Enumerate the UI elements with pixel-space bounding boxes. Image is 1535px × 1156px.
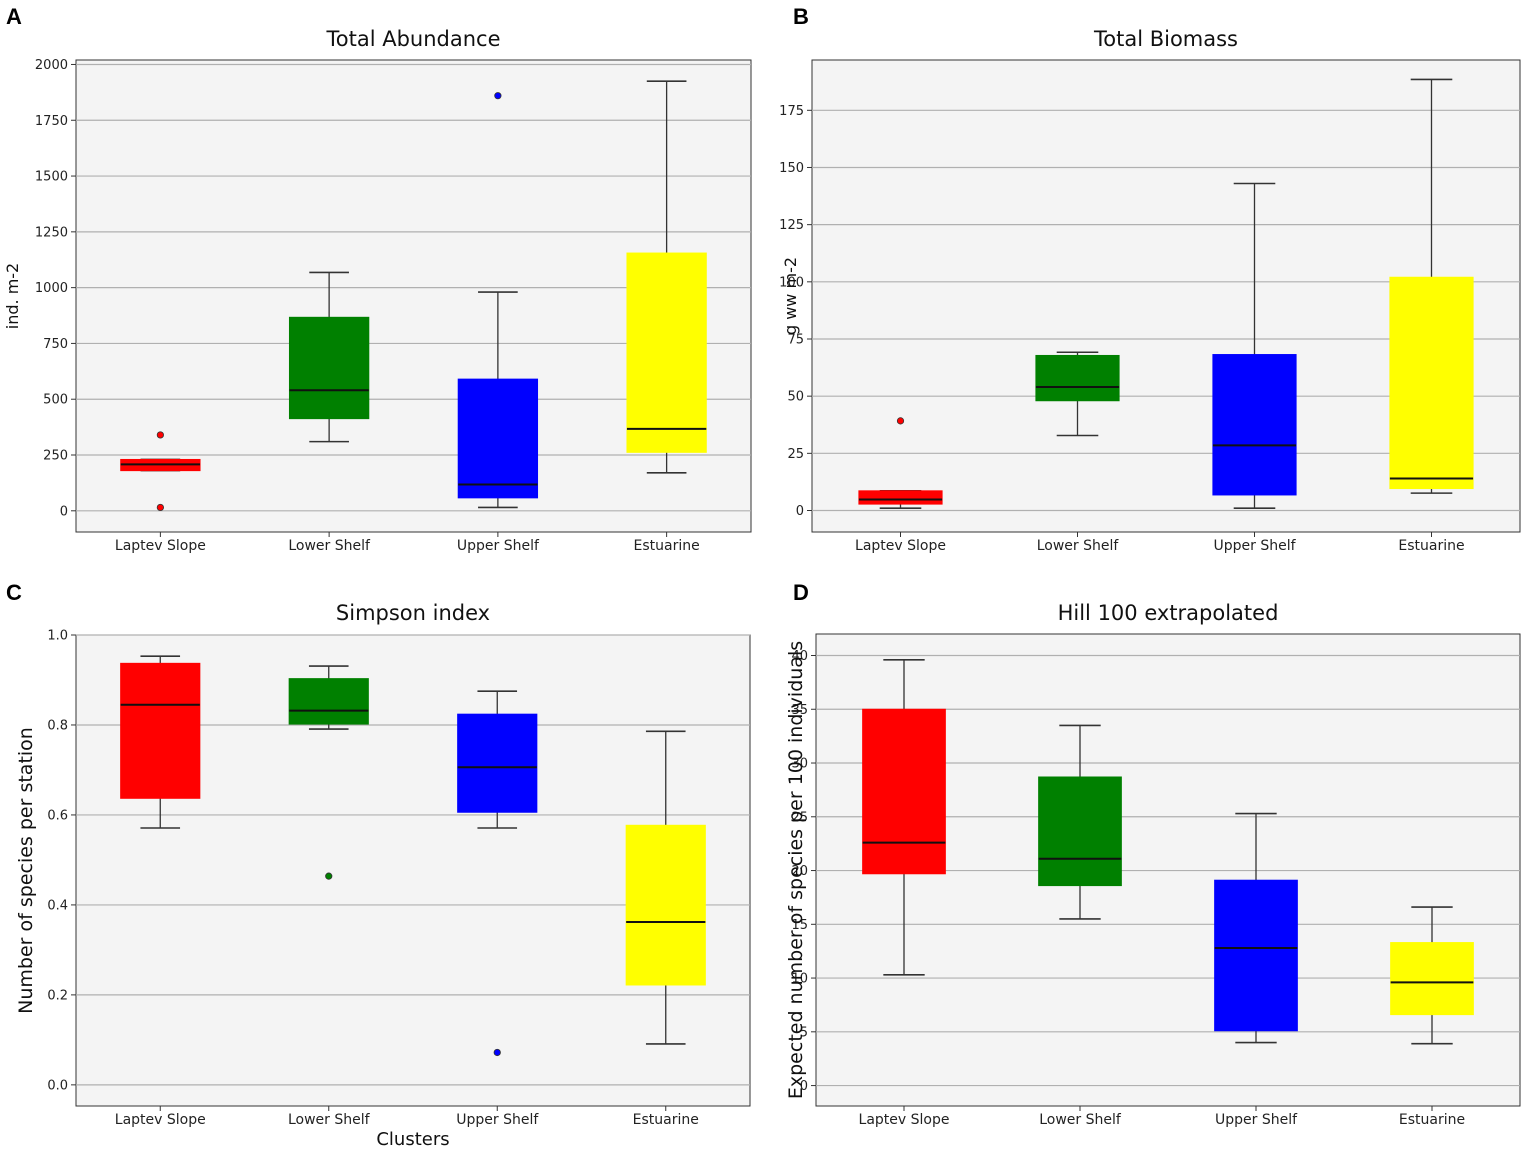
panel-letter-a: A: [6, 4, 22, 29]
x-tick-label: Laptev Slope: [859, 1112, 950, 1128]
x-tick-label: Lower Shelf: [288, 538, 371, 554]
y-axis-label: ind. m-2: [3, 263, 22, 329]
y-tick-label: 10: [791, 972, 808, 987]
outlier-point: [156, 503, 164, 512]
y-tick-label: 1.0: [47, 629, 68, 644]
x-tick-label: Laptev Slope: [115, 1112, 206, 1128]
y-axis-label: g ww m-2: [781, 257, 800, 335]
y-tick-label: 0: [60, 504, 68, 519]
x-tick-label: Estuarine: [634, 538, 700, 554]
y-tick-label: 2000: [35, 58, 68, 73]
y-tick-label: 15: [791, 918, 808, 933]
x-axis-label: Clusters: [376, 1129, 449, 1150]
box-upper-shelf: [1214, 879, 1298, 1032]
outlier-point: [493, 1048, 501, 1057]
x-tick-label: Upper Shelf: [1213, 538, 1296, 554]
box-estuarine: [1389, 276, 1474, 490]
x-tick-label: Upper Shelf: [1215, 1112, 1298, 1128]
box-laptev-slope: [858, 490, 943, 505]
chart-title: Hill 100 extrapolated: [1058, 601, 1279, 625]
y-tick-label: 250: [43, 449, 68, 464]
panel-letter-d: D: [793, 580, 809, 605]
x-tick-label: Laptev Slope: [115, 538, 206, 554]
y-tick-label: 125: [779, 218, 804, 233]
y-tick-label: 1000: [35, 281, 68, 296]
box-estuarine: [1390, 942, 1474, 1016]
y-tick-label: 0.4: [47, 898, 68, 913]
x-tick-label: Laptev Slope: [855, 538, 946, 554]
x-tick-label: Estuarine: [1398, 538, 1464, 554]
x-tick-label: Upper Shelf: [457, 538, 540, 554]
y-tick-label: 1250: [35, 225, 68, 240]
y-tick-label: 25: [791, 810, 808, 825]
outlier-point: [156, 431, 164, 439]
chart-hill-100: 0 5 10 15 20 25 30 35 40 Laptev Slope Lower Shelf U…: [785, 601, 1521, 1128]
outlier-point: [494, 92, 502, 100]
y-tick-label: 75: [787, 332, 804, 347]
y-tick-label: 30: [791, 757, 808, 772]
outlier-point: [325, 872, 333, 880]
y-tick-label: 5: [800, 1025, 808, 1040]
box-upper-shelf: [457, 378, 539, 499]
outlier-point: [896, 417, 905, 425]
x-tick-label: Estuarine: [1399, 1112, 1465, 1128]
y-tick-label: 0.8: [47, 718, 68, 733]
chart-simpson-index: 0.0 0.2 0.4 0.6 0.8 1.0 Laptev Slope Lower Shel…: [15, 601, 751, 1150]
y-tick-label: 0.6: [47, 808, 68, 823]
x-tick-label: Lower Shelf: [288, 1112, 371, 1128]
box-estuarine: [625, 824, 706, 986]
y-tick-label: 500: [43, 393, 68, 408]
box-lower-shelf: [288, 678, 369, 725]
y-tick-label: 100: [779, 275, 804, 290]
y-tick-label: 40: [791, 649, 808, 664]
box-laptev-slope: [862, 708, 946, 875]
chart-total-abundance: 0 250 500 750 1000 1250 1500 1750 2000 Laptev Slo…: [3, 27, 752, 554]
y-tick-label: 750: [43, 337, 68, 352]
y-tick-label: 175: [779, 104, 804, 119]
y-axis-label: Expected number of species per 100 indiv…: [785, 641, 807, 1099]
y-tick-label: 150: [779, 161, 804, 176]
y-tick-label: 35: [791, 703, 808, 718]
box-laptev-slope: [120, 662, 201, 799]
x-tick-label: Lower Shelf: [1039, 1112, 1122, 1128]
y-tick-label: 1500: [35, 170, 68, 185]
y-tick-label: 0.0: [47, 1078, 68, 1093]
chart-title: Total Abundance: [325, 27, 500, 51]
x-tick-label: Lower Shelf: [1037, 538, 1120, 554]
y-tick-label: 20: [791, 864, 808, 879]
box-lower-shelf: [288, 316, 370, 420]
x-tick-label: Upper Shelf: [456, 1112, 539, 1128]
chart-title: Total Biomass: [1093, 27, 1238, 51]
chart-total-biomass: 0 25 50 75 100 125 150 175 Laptev Slope Lower She…: [779, 27, 1521, 554]
box-upper-shelf: [457, 713, 538, 813]
panel-letter-c: C: [6, 580, 22, 605]
y-tick-label: 0: [796, 504, 804, 519]
y-tick-label: 0: [800, 1079, 808, 1094]
chart-title: Simpson index: [336, 601, 490, 625]
panel-letter-b: B: [793, 4, 809, 29]
y-tick-label: 0.2: [47, 988, 68, 1003]
y-tick-label: 50: [787, 390, 804, 405]
y-tick-label: 25: [787, 447, 804, 462]
y-axis-label: Number of species per station: [15, 727, 37, 1014]
y-tick-label: 1750: [35, 114, 68, 129]
x-tick-label: Estuarine: [633, 1112, 699, 1128]
box-lower-shelf: [1035, 354, 1120, 402]
box-upper-shelf: [1212, 354, 1297, 496]
box-lower-shelf: [1038, 776, 1122, 887]
box-estuarine: [626, 252, 707, 453]
